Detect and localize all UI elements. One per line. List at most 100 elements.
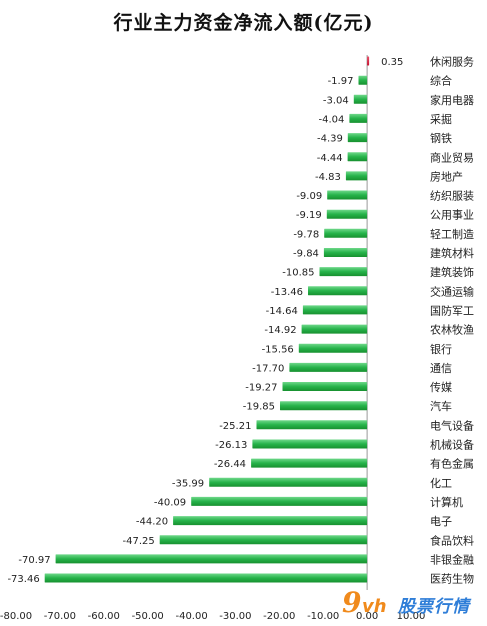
data-label: -15.56	[262, 344, 294, 355]
bar	[302, 305, 368, 315]
bar	[323, 248, 368, 257]
data-label: -26.13	[215, 440, 247, 451]
category-label: 有色金属	[430, 457, 474, 471]
bar	[44, 573, 368, 583]
bar	[252, 439, 368, 449]
data-label: -19.27	[245, 383, 277, 394]
bar	[347, 133, 368, 143]
x-tick-label: -70.00	[44, 611, 76, 622]
bar	[282, 382, 368, 391]
bar	[280, 401, 368, 411]
category-label: 通信	[430, 362, 452, 375]
watermark-text: 股票行情	[398, 597, 470, 617]
category-label: 汽车	[430, 399, 452, 413]
bar	[367, 56, 370, 66]
data-label: -9.09	[296, 191, 322, 202]
watermark-logo: 9 vh 股票行情	[340, 588, 485, 622]
data-label: -73.46	[7, 574, 39, 585]
category-label: 计算机	[430, 495, 463, 509]
category-label: 电子	[430, 515, 452, 528]
x-tick-label: -60.00	[88, 611, 120, 622]
data-label: -44.20	[136, 517, 168, 528]
x-tick-label: -30.00	[219, 611, 251, 622]
category-label: 房地产	[430, 169, 463, 183]
bar	[349, 113, 368, 123]
bar	[358, 75, 368, 85]
data-label: -70.97	[18, 555, 50, 566]
bar	[301, 324, 368, 334]
bar	[353, 94, 368, 104]
data-label: 0.35	[381, 57, 403, 68]
x-tick-label: -10.00	[307, 611, 339, 622]
category-label: 机械设备	[430, 438, 474, 452]
data-label: -25.21	[219, 421, 251, 432]
data-label: -10.85	[282, 268, 314, 279]
bar	[319, 267, 368, 277]
data-label: -19.85	[243, 402, 275, 413]
bar	[256, 420, 368, 430]
x-tick-label: -20.00	[263, 611, 295, 622]
category-label: 公用事业	[430, 209, 474, 222]
bar	[173, 516, 368, 526]
category-label: 商业贸易	[430, 150, 474, 164]
category-label: 建筑装饰	[430, 265, 474, 279]
bar	[347, 152, 368, 162]
data-label: -9.19	[296, 210, 322, 221]
bar	[209, 477, 368, 487]
category-label: 医药生物	[430, 572, 474, 586]
bar	[326, 209, 368, 219]
category-label: 国防军工	[430, 303, 474, 317]
data-label: -1.97	[328, 76, 354, 87]
bar	[289, 362, 368, 372]
x-tick-label: -50.00	[132, 611, 164, 622]
data-label: -17.70	[252, 363, 284, 374]
data-label: -13.46	[271, 287, 303, 298]
data-label: -14.92	[264, 325, 296, 336]
x-tick-label: 10.00	[397, 611, 426, 622]
watermark-number: 9	[342, 586, 362, 619]
bar	[191, 496, 368, 506]
data-label: -4.04	[319, 114, 345, 125]
data-label: -9.78	[293, 229, 319, 240]
category-label: 非银金融	[430, 552, 474, 566]
data-label: -35.99	[172, 478, 204, 489]
data-label: -47.25	[122, 536, 154, 547]
watermark-vh: vh	[362, 596, 387, 617]
data-label: -14.64	[266, 306, 298, 317]
category-label: 纺织服装	[430, 189, 474, 203]
data-label: -4.83	[315, 172, 341, 183]
category-label: 电气设备	[430, 418, 474, 432]
category-label: 农林牧渔	[430, 323, 474, 337]
category-label: 建筑材料	[430, 246, 474, 260]
category-label: 交通运输	[430, 284, 474, 298]
category-label: 传媒	[430, 381, 452, 394]
category-label: 休闲服务	[430, 55, 474, 69]
bar	[327, 190, 368, 200]
bar	[308, 286, 368, 296]
bar	[251, 458, 368, 468]
bar	[55, 554, 368, 564]
category-label: 综合	[430, 74, 452, 88]
data-label: -40.09	[154, 497, 186, 508]
x-tick-label: -80.00	[0, 611, 32, 622]
bar	[324, 228, 368, 238]
category-label: 化工	[430, 476, 452, 490]
data-label: -4.44	[317, 153, 343, 164]
category-label: 轻工制造	[430, 227, 474, 241]
chart-title: 行业主力资金净流入额(亿元)	[113, 12, 374, 34]
data-label: -3.04	[323, 95, 349, 106]
bar	[159, 535, 368, 545]
bar	[298, 343, 368, 353]
bar	[345, 171, 368, 181]
x-tick-label: -40.00	[175, 611, 207, 622]
category-label: 银行	[430, 342, 452, 356]
category-label: 家用电器	[430, 93, 474, 107]
category-label: 食品饮料	[430, 533, 474, 547]
data-label: -26.44	[214, 459, 246, 470]
category-label: 钢铁	[430, 132, 452, 145]
x-tick-label: 0.00	[356, 611, 378, 622]
category-label: 采掘	[430, 112, 452, 126]
data-label: -4.39	[317, 134, 343, 145]
data-label: -9.84	[293, 249, 319, 260]
